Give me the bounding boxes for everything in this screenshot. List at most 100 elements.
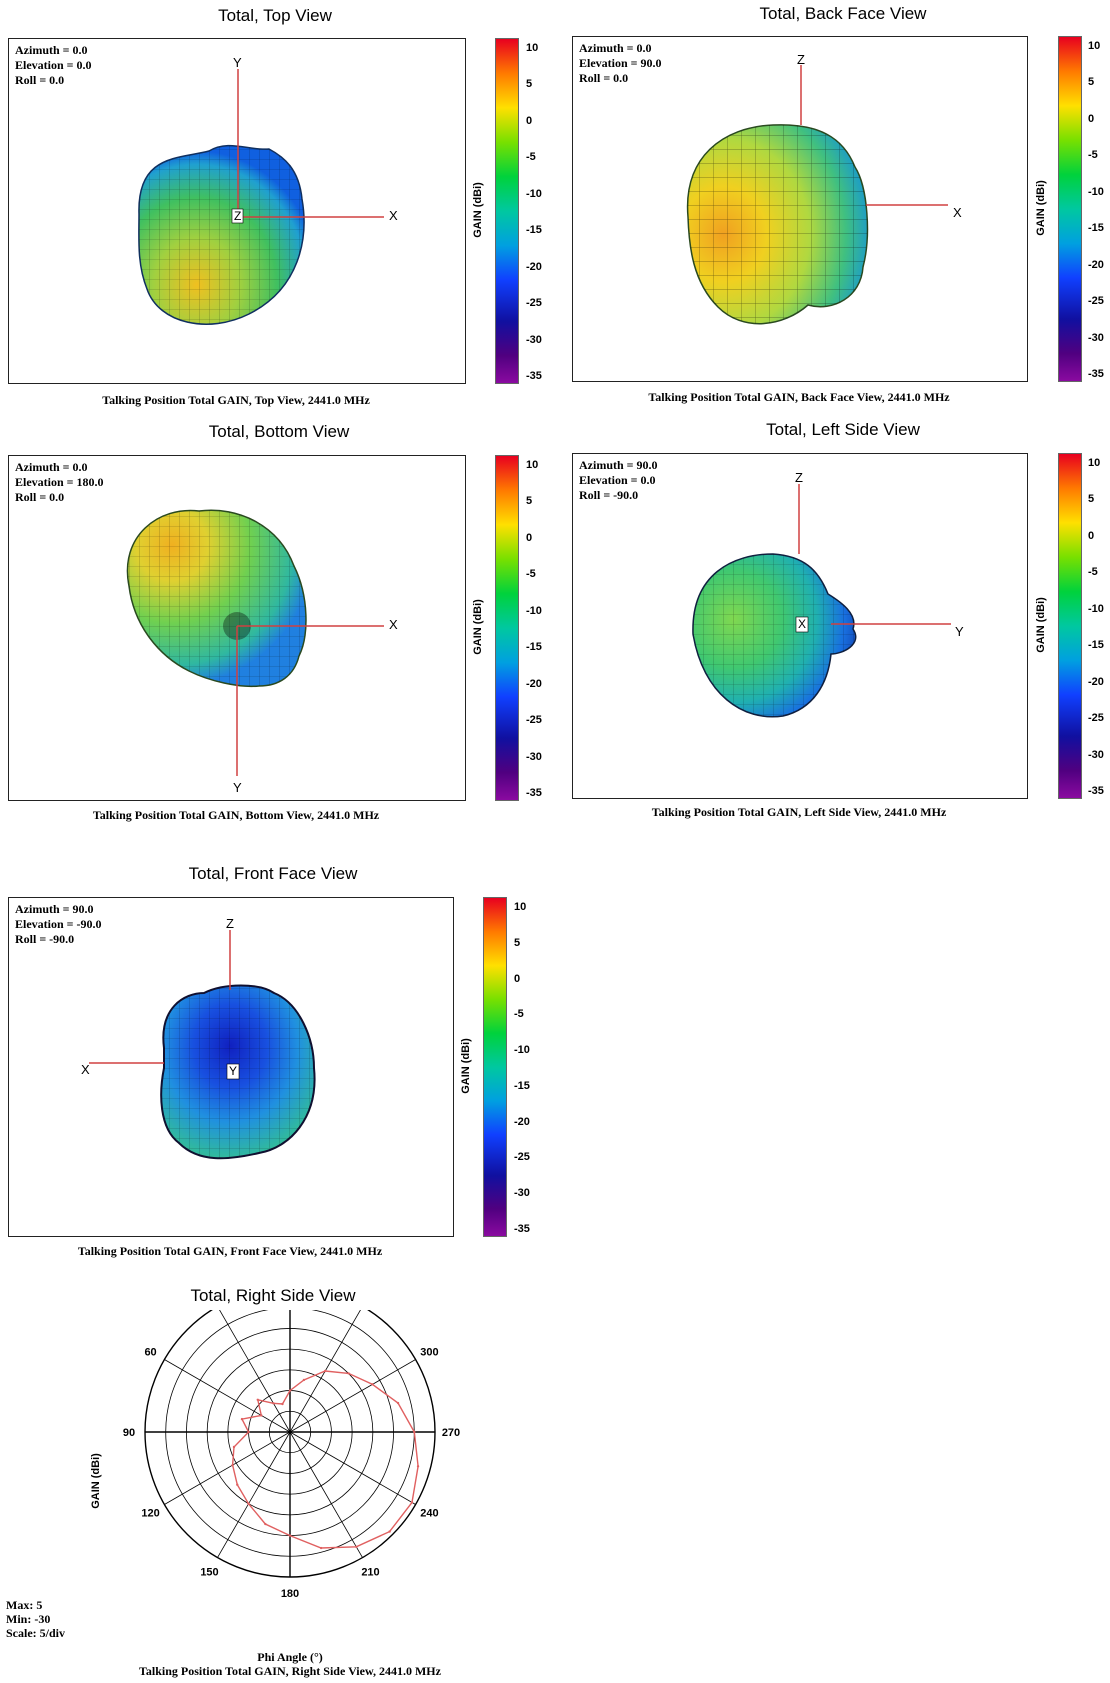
polar-data-point — [247, 1502, 250, 1505]
colorbar-tick-label: -10 — [1088, 185, 1104, 198]
polar-grid-spoke — [164, 1359, 291, 1433]
colorbar-tick-label: 5 — [526, 78, 533, 91]
colorbar-tick-label: 10 — [514, 901, 527, 913]
top-view-axis-z-label: Z — [234, 209, 242, 223]
polar-chart: 0306090120150180210240270300330 — [123, 1310, 460, 1600]
bottom-view-plot: Azimuth = 0.0 Elevation = 180.0 Roll = 0… — [8, 455, 466, 801]
polar-data-point — [232, 1445, 236, 1449]
polar-caption: Talking Position Total GAIN, Right Side … — [139, 1664, 441, 1678]
colorbar-tick-label: -30 — [1088, 748, 1104, 761]
colorbar-tick-label: -35 — [1088, 368, 1104, 380]
colorbar-tick-label: -20 — [1088, 258, 1104, 271]
left-view-colorbar-label: GAIN (dBi) — [1034, 597, 1047, 653]
polar-grid-spoke — [217, 1431, 291, 1558]
polar-data-point — [260, 1414, 263, 1417]
colorbar-tick-label: 10 — [1088, 40, 1101, 52]
front-view-colorbar — [483, 897, 507, 1237]
colorbar-tick-label: -15 — [526, 641, 542, 654]
top-view-colorbar — [495, 38, 519, 384]
colorbar-tick-label: -20 — [514, 1115, 530, 1128]
colorbar-tick-label: -5 — [514, 1008, 524, 1021]
colorbar-tick-label: -25 — [514, 1151, 530, 1164]
colorbar-tick-label: -35 — [1088, 785, 1104, 797]
bottom-view-axis-y-label: Y — [233, 780, 242, 795]
left-view-axis-x-label: X — [798, 617, 807, 631]
colorbar-tick-label: 5 — [1088, 493, 1095, 506]
polar-data-point — [416, 1465, 420, 1468]
colorbar-tick-label: -30 — [526, 333, 542, 346]
polar-data-point — [240, 1417, 244, 1421]
polar-data-point — [272, 1402, 275, 1405]
bottom-view-title: Total, Bottom View — [208, 422, 350, 441]
top-view-plot: Azimuth = 0.0 Elevation = 0.0 Roll = 0.0… — [8, 38, 466, 384]
colorbar-tick-label: -10 — [514, 1044, 530, 1057]
back-view-caption: Talking Position Total GAIN, Back Face V… — [648, 390, 950, 404]
polar-data-point — [319, 1546, 323, 1550]
colorbar-tick-label: -5 — [1088, 149, 1098, 162]
polar-data-point — [236, 1483, 239, 1486]
front-view-axis-z-label: Z — [226, 916, 234, 931]
top-view-orientation: Azimuth = 0.0 Elevation = 0.0 Roll = 0.0 — [15, 43, 92, 87]
polar-data-point — [396, 1401, 400, 1405]
polar-data-point — [324, 1369, 327, 1373]
polar-angle-tick-label: 120 — [141, 1508, 159, 1520]
polar-grid-spoke — [289, 1431, 363, 1558]
polar-data-point — [410, 1501, 414, 1504]
polar-grid-spoke — [289, 1310, 361, 1433]
polar-data-point — [388, 1530, 391, 1533]
back-view-pattern — [686, 65, 948, 325]
bottom-view-axis-x-label: X — [389, 617, 398, 632]
polar-grid-spoke — [289, 1359, 416, 1433]
front-view-title: Total, Front Face View — [188, 864, 358, 883]
polar-data-point — [347, 1372, 350, 1375]
left-view-axis-y-label: Y — [955, 624, 964, 639]
polar-grid-spoke — [164, 1431, 291, 1505]
colorbar-tick-label: -30 — [1088, 331, 1104, 344]
colorbar-tick-label: -25 — [526, 714, 542, 727]
polar-data-point — [231, 1463, 234, 1467]
top-view-axis-y-label: Y — [233, 55, 242, 70]
front-view-pattern — [89, 930, 316, 1160]
left-view-axis-z-label: Z — [795, 470, 803, 485]
back-view-title: Total, Back Face View — [759, 4, 927, 23]
colorbar-tick-label: 5 — [514, 936, 521, 949]
colorbar-tick-label: 0 — [1088, 112, 1095, 125]
polar-angle-tick-label: 300 — [420, 1347, 438, 1359]
polar-angle-tick-label: 60 — [144, 1347, 156, 1359]
back-view-axis-x-label: X — [953, 205, 962, 220]
colorbar-tick-label: -25 — [1088, 295, 1104, 308]
left-view-orientation: Azimuth = 90.0 Elevation = 0.0 Roll = -9… — [579, 458, 658, 502]
colorbar-tick-label: -10 — [1088, 602, 1104, 615]
front-view-caption: Talking Position Total GAIN, Front Face … — [77, 1244, 383, 1258]
polar-angle-tick-label: 180 — [281, 1588, 299, 1600]
bottom-view-orientation: Azimuth = 0.0 Elevation = 180.0 Roll = 0… — [15, 460, 104, 504]
bottom-view-pattern — [126, 509, 384, 776]
back-view-colorbar-label: GAIN (dBi) — [1034, 180, 1047, 236]
colorbar-tick-label: -5 — [526, 568, 536, 581]
polar-data-point — [288, 1389, 292, 1392]
colorbar-tick-label: -15 — [526, 224, 542, 237]
front-view-orientation: Azimuth = 90.0 Elevation = -90.0 Roll = … — [15, 902, 102, 946]
colorbar-tick-label: -35 — [514, 1223, 530, 1235]
polar-data-point — [302, 1378, 306, 1382]
top-view-axis-x-label: X — [389, 208, 398, 223]
colorbar-tick-label: -20 — [526, 677, 542, 690]
back-view-axis-z-label: Z — [797, 52, 805, 67]
bottom-view-caption: Talking Position Total GAIN, Bottom View… — [92, 808, 380, 822]
polar-grid-spoke — [289, 1431, 416, 1505]
colorbar-tick-label: 0 — [526, 531, 533, 544]
colorbar-tick-label: 10 — [526, 42, 539, 54]
back-view-plot: Azimuth = 0.0 Elevation = 90.0 Roll = 0.… — [572, 36, 1028, 382]
polar-data-point — [288, 1534, 292, 1537]
polar-title: Total, Right Side View — [190, 1286, 356, 1305]
colorbar-tick-label: -35 — [526, 370, 542, 382]
colorbar-tick-label: 0 — [526, 114, 533, 127]
back-view-colorbar — [1058, 36, 1082, 382]
polar-data-point — [355, 1545, 358, 1549]
left-view-colorbar — [1058, 453, 1082, 799]
colorbar-tick-label: -5 — [1088, 566, 1098, 579]
polar-grid-spoke — [219, 1310, 291, 1433]
colorbar-tick-label: 10 — [1088, 457, 1101, 469]
back-view-orientation: Azimuth = 0.0 Elevation = 90.0 Roll = 0.… — [579, 41, 662, 85]
polar-stats: Max: 5 Min: -30 Scale: 5/div — [6, 1598, 65, 1640]
